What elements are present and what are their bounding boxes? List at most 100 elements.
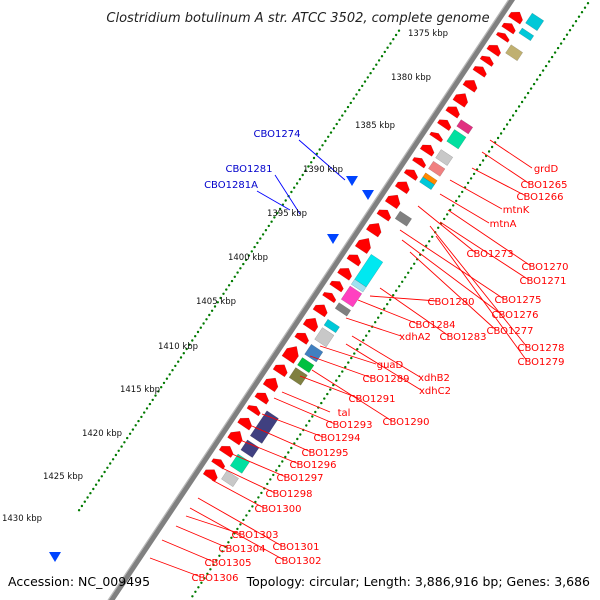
gene-block [323, 318, 340, 334]
inner-tick-dot [362, 339, 365, 342]
forward-gene-arrow [218, 445, 234, 458]
tick-dot [148, 402, 152, 406]
tick-dot [290, 190, 293, 194]
scale-tick-label: 1375 kbp [408, 29, 448, 39]
forward-gene-arrow [337, 267, 353, 281]
forward-gene-arrow [302, 317, 319, 333]
forward-gene-arrow [281, 346, 299, 364]
tick-dot [123, 441, 126, 444]
inner-tick-dot [574, 20, 578, 23]
forward-gene-arrow [354, 238, 371, 255]
gene-block [456, 119, 474, 135]
accession-text: Accession: NC_009495 [8, 574, 150, 589]
inner-tick-dot [359, 343, 362, 346]
inner-tick-dot [248, 509, 251, 513]
inner-tick-dot [257, 496, 260, 499]
inner-tick-dot [401, 280, 404, 283]
forward-gene-label: mtnA [490, 219, 517, 230]
inner-tick-dot [583, 6, 587, 9]
map-title: Clostridium botulinum A str. ATCC 3502, … [106, 11, 489, 26]
label-leader-line [273, 397, 336, 425]
inner-tick-dot [437, 226, 440, 229]
tick-dot [338, 118, 341, 122]
tick-dot [244, 258, 248, 262]
tick-dot [298, 178, 302, 181]
tick-dot [332, 127, 336, 130]
tick-track-dots [77, 29, 401, 512]
inner-tick-dot [266, 482, 269, 486]
inner-tick-dot [323, 397, 326, 400]
inner-tick-dot [469, 177, 473, 180]
inner-tick-dot [547, 60, 551, 63]
forward-gene-label: CBO1273 [467, 249, 514, 260]
tick-dot [168, 373, 171, 376]
tick-dot [196, 330, 200, 334]
inner-tick-dot [553, 51, 557, 54]
gene-block [435, 149, 454, 166]
tick-dot [185, 347, 188, 351]
tick-dot [242, 262, 245, 266]
inner-tick-dot [562, 37, 566, 41]
label-leader-line [197, 497, 283, 547]
tick-dot [230, 279, 234, 283]
label-leader-line [189, 507, 285, 561]
reverse-gene-arrow [362, 190, 374, 200]
forward-gene-label: xdhA2 [399, 332, 431, 343]
forward-gene-label: CBO1295 [302, 448, 349, 459]
forward-gene-arrow [479, 55, 494, 67]
forward-gene-label: CBO1276 [492, 310, 539, 321]
inner-tick-dot [428, 240, 431, 243]
forward-gene-arrow [227, 431, 243, 446]
inner-tick-dot [502, 127, 506, 131]
tick-dot [375, 63, 378, 66]
inner-tick-dot [374, 321, 377, 324]
forward-gene-arrow [403, 169, 419, 181]
inner-tick-dot [458, 195, 461, 198]
gene-block [288, 367, 308, 386]
tick-dot [157, 390, 160, 393]
scale-tick-label: 1400 kbp [228, 253, 268, 263]
tick-dot [86, 496, 89, 499]
inner-tick-dot [254, 500, 257, 504]
forward-gene-label: tal [338, 408, 351, 419]
tick-dot [97, 479, 101, 482]
tick-dot [386, 46, 389, 49]
forward-gene-label: xdhB2 [418, 373, 450, 384]
tick-dot [355, 93, 358, 96]
forward-gene-label: CBO1303 [232, 530, 279, 541]
gene-block [297, 357, 315, 374]
inner-tick-dot [538, 73, 542, 77]
forward-gene-label: CBO1277 [487, 326, 534, 337]
inner-tick-dot [278, 464, 281, 468]
inner-tick-dot [215, 559, 218, 562]
tick-dot [109, 462, 112, 465]
forward-gene-arrow [507, 11, 523, 25]
inner-tick-dot [332, 383, 335, 387]
label-leader-line [319, 345, 377, 365]
forward-gene-label: CBO1291 [349, 394, 396, 405]
reverse-gene-label: CBO1281 [226, 164, 273, 175]
label-leader-line [311, 369, 393, 422]
gene-block [340, 285, 363, 308]
label-leader-line [261, 413, 324, 438]
inner-tick-dot [496, 136, 500, 140]
color-coded-genes [221, 12, 545, 488]
tick-dot [327, 135, 330, 138]
tick-dot [284, 199, 287, 202]
inner-tick-dot [565, 33, 569, 36]
tick-dot [80, 504, 84, 508]
forward-gene-arrow [262, 377, 279, 393]
tick-dot [267, 224, 270, 228]
tick-dot [253, 245, 256, 249]
forward-gene-arrow [436, 119, 452, 132]
inner-tick-dot [299, 433, 302, 436]
label-leader-line [281, 391, 331, 413]
label-leader-line [409, 251, 497, 331]
inner-tick-dot [356, 348, 359, 351]
inner-tick-dot [287, 451, 290, 454]
label-leader-line [351, 335, 421, 378]
tick-dot [233, 275, 236, 278]
forward-gene-arrow [211, 458, 226, 470]
inner-tick-dot [472, 172, 476, 176]
tick-dot [394, 33, 398, 37]
